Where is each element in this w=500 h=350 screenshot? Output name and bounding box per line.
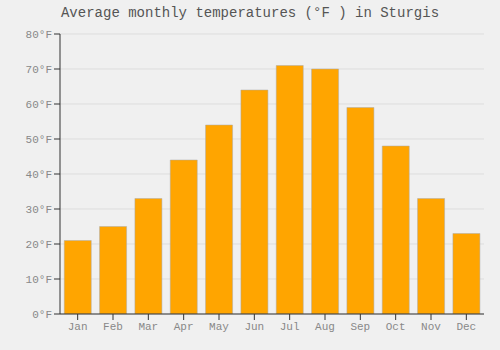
svg-text:50°F: 50°F — [26, 134, 52, 146]
svg-text:40°F: 40°F — [26, 169, 52, 181]
svg-text:Apr: Apr — [174, 321, 194, 333]
svg-text:20°F: 20°F — [26, 239, 52, 251]
svg-text:Nov: Nov — [421, 321, 441, 333]
svg-text:May: May — [209, 321, 229, 333]
html-text:Average monthly temperatures (: Average monthly temperatures (°F ) in St… — [61, 5, 439, 21]
svg-text:Aug: Aug — [315, 321, 335, 333]
svg-text:30°F: 30°F — [26, 204, 52, 216]
svg-text:Jan: Jan — [68, 321, 88, 333]
svg-text:0°F: 0°F — [32, 309, 52, 321]
svg-text:80°F: 80°F — [26, 29, 52, 41]
svg-text:Jul: Jul — [280, 321, 300, 333]
svg-text:Dec: Dec — [456, 321, 476, 333]
svg-text:Feb: Feb — [103, 321, 123, 333]
svg-text:Sep: Sep — [350, 321, 370, 333]
svg-text:60°F: 60°F — [26, 99, 52, 111]
svg-text:70°F: 70°F — [26, 64, 52, 76]
svg-text:10°F: 10°F — [26, 274, 52, 286]
svg-text:Oct: Oct — [386, 321, 406, 333]
svg-text:Mar: Mar — [138, 321, 158, 333]
svg-text:Jun: Jun — [244, 321, 264, 333]
